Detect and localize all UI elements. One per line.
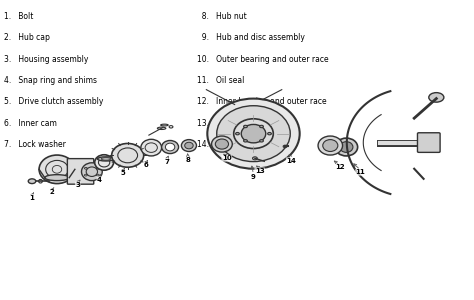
Circle shape [268,133,272,135]
Text: 13.   Bolt: 13. Bolt [197,119,231,128]
Text: 14: 14 [286,158,296,164]
Ellipse shape [165,143,175,151]
Ellipse shape [335,138,357,156]
Text: 8.   Hub nut: 8. Hub nut [197,12,246,21]
FancyBboxPatch shape [418,133,440,152]
Ellipse shape [39,155,75,184]
Text: 14.   Wheel pin: 14. Wheel pin [197,140,255,149]
Text: 10: 10 [222,155,231,161]
Ellipse shape [45,175,69,181]
Text: 12.   Inner bearing and outer race: 12. Inner bearing and outer race [197,98,327,106]
Ellipse shape [161,124,168,126]
Circle shape [28,179,36,184]
Ellipse shape [95,155,114,170]
Text: 13: 13 [255,168,264,174]
Text: 12: 12 [335,164,345,170]
Text: 7: 7 [164,159,169,165]
Text: 10.   Outer bearing and outer race: 10. Outer bearing and outer race [197,55,328,64]
Text: 6: 6 [143,163,148,169]
Ellipse shape [234,119,273,148]
Text: 11: 11 [356,169,365,175]
Ellipse shape [185,142,193,149]
Text: 1: 1 [29,195,35,201]
Text: 5: 5 [120,170,125,176]
Ellipse shape [318,136,343,155]
Ellipse shape [241,124,266,143]
FancyBboxPatch shape [67,159,94,184]
Circle shape [236,133,239,135]
Ellipse shape [141,139,162,156]
Circle shape [283,145,287,148]
Text: 4.   Snap ring and shims: 4. Snap ring and shims [4,76,97,85]
Ellipse shape [211,136,232,152]
Ellipse shape [157,127,166,130]
Ellipse shape [323,140,338,152]
Circle shape [244,140,247,142]
Text: 2: 2 [50,189,55,195]
Text: 5.   Drive clutch assembly: 5. Drive clutch assembly [4,98,103,106]
Circle shape [253,157,257,160]
Text: 1.   Bolt: 1. Bolt [4,12,33,21]
Text: 4: 4 [97,177,102,183]
Ellipse shape [82,163,102,181]
Ellipse shape [340,142,353,152]
Text: 11.   Oil seal: 11. Oil seal [197,76,244,85]
Text: 3: 3 [75,182,80,188]
Text: 7.   Lock washer: 7. Lock washer [4,140,65,149]
Ellipse shape [217,106,290,162]
Text: 3.   Housing assembly: 3. Housing assembly [4,55,88,64]
Text: 9.   Hub and disc assembly: 9. Hub and disc assembly [197,33,305,42]
Ellipse shape [112,143,144,167]
Ellipse shape [182,140,197,152]
Text: 6.   Inner cam: 6. Inner cam [4,119,56,128]
Text: 2.   Hub cap: 2. Hub cap [4,33,50,42]
Ellipse shape [207,99,300,169]
Text: 8: 8 [185,157,191,163]
Circle shape [429,93,444,102]
Ellipse shape [162,140,179,154]
Ellipse shape [98,157,115,161]
Text: 9: 9 [251,174,256,180]
Circle shape [260,140,264,142]
Circle shape [244,125,247,128]
Circle shape [260,125,264,128]
Ellipse shape [215,139,228,149]
